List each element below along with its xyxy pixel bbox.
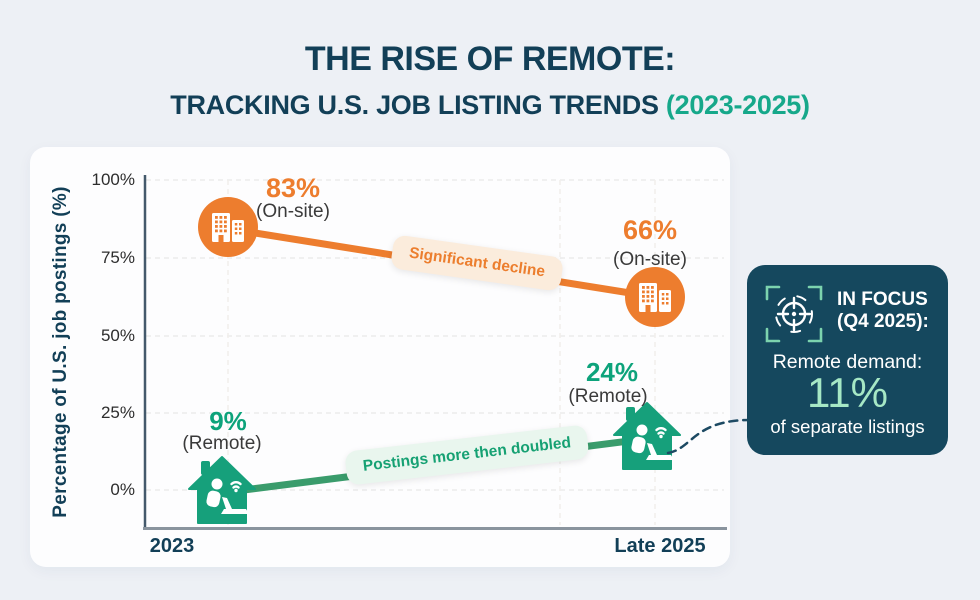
focus-card-title-line1: IN FOCUS xyxy=(837,289,928,310)
focus-target-icon xyxy=(765,285,823,343)
remote-2023-value: 9% xyxy=(209,406,247,436)
remote-house-icon xyxy=(188,456,256,524)
page-subtitle-years: (2023-2025) xyxy=(665,90,810,120)
focus-card-body-line1: Remote demand: xyxy=(772,351,923,373)
page-subtitle-main: TRACKING U.S. JOB LISTING TRENDS xyxy=(170,90,659,120)
onsite-building-icon xyxy=(198,197,258,257)
remote-2025-label: (Remote) xyxy=(568,386,648,407)
y-tick-75: 75% xyxy=(100,248,135,267)
chart-card: Percentage of U.S. job postings (%) 100%… xyxy=(30,147,730,567)
remote-2023-label: (Remote) xyxy=(182,433,262,454)
y-tick-100: 100% xyxy=(91,170,135,189)
page-subtitle: TRACKING U.S. JOB LISTING TRENDS (2023-2… xyxy=(0,90,980,121)
page-title: THE RISE OF REMOTE: xyxy=(304,40,676,78)
remote-2025-value: 24% xyxy=(585,357,639,387)
focus-card-value: 11% xyxy=(807,369,888,416)
focus-card-title: IN FOCUS (Q4 2025): xyxy=(837,289,929,333)
remote-house-icon xyxy=(613,402,681,470)
onsite-2023-value: 83% xyxy=(265,173,321,203)
focus-callout-card: IN FOCUS (Q4 2025): Remote demand: 11% o… xyxy=(747,265,948,455)
x-tick-2023: 2023 xyxy=(149,535,195,557)
onsite-2023-label: (On-site) xyxy=(256,201,330,222)
onsite-2025-label: (On-site) xyxy=(613,249,687,270)
onsite-2025-value: 66% xyxy=(622,215,678,245)
gridlines xyxy=(146,179,724,525)
focus-card-title-line2: (Q4 2025): xyxy=(837,311,929,332)
focus-card-body-line2: of separate listings xyxy=(770,416,925,437)
y-tick-25: 25% xyxy=(100,403,135,422)
onsite-building-icon xyxy=(625,267,685,327)
y-tick-0: 0% xyxy=(110,480,135,499)
y-tick-50: 50% xyxy=(100,326,135,345)
x-tick-late-2025: Late 2025 xyxy=(614,535,706,557)
